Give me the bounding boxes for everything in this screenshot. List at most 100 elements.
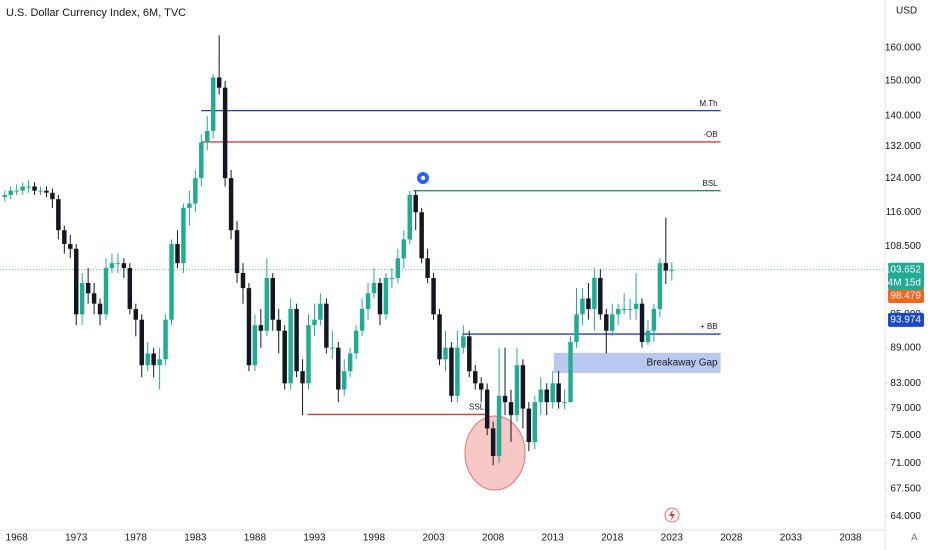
y-tick-label: 67.500 <box>890 484 921 495</box>
price-marker-label: 93.974 <box>890 315 921 326</box>
candle-body <box>550 383 555 403</box>
x-tick-label: 1968 <box>6 533 29 544</box>
candle-body <box>562 402 567 404</box>
candle-body <box>216 77 222 88</box>
y-tick-label: 108.500 <box>885 241 922 252</box>
candle-body <box>407 194 412 240</box>
candle-body <box>210 77 216 131</box>
candle-body <box>336 347 341 390</box>
candle-body <box>467 336 472 372</box>
candle-body <box>2 194 7 198</box>
y-tick-label: 160.000 <box>885 42 922 53</box>
x-tick-label: 2008 <box>482 533 505 544</box>
candle-body <box>544 389 549 403</box>
candle-body <box>383 277 389 315</box>
level-label: -OB <box>703 130 717 139</box>
candle-body <box>175 244 180 264</box>
candle-body <box>169 244 174 320</box>
candle-body <box>484 389 490 429</box>
candle-body <box>187 203 192 208</box>
currency-label: USD <box>896 6 917 17</box>
candle-body <box>431 277 436 315</box>
candle-body <box>574 314 579 342</box>
candle-body <box>538 389 544 403</box>
candle-body <box>419 212 424 259</box>
chart-title: U.S. Dollar Currency Index, 6M, TVC <box>6 7 186 19</box>
x-tick-label: 2033 <box>780 533 803 544</box>
zone-label: Breakaway Gap <box>646 358 718 369</box>
candle-body <box>56 199 61 231</box>
candle-body <box>199 142 204 179</box>
price-marker <box>888 312 924 327</box>
candle-body <box>359 308 365 331</box>
candle-body <box>133 308 139 320</box>
eye-icon[interactable] <box>417 172 429 184</box>
candle-body <box>44 190 49 193</box>
candle-body <box>306 325 311 384</box>
last-price-label: 103.652 <box>885 264 922 275</box>
candle-body <box>252 325 258 366</box>
candle-body <box>234 230 240 273</box>
level-label: M.Th <box>699 99 717 108</box>
candle-body <box>532 402 538 443</box>
candle-body <box>586 298 591 309</box>
candle-body <box>330 347 335 349</box>
candle-body <box>520 365 526 409</box>
candle-body <box>103 268 109 315</box>
y-tick-label: 83.000 <box>890 378 921 389</box>
candle-body <box>324 303 329 348</box>
candle-body <box>526 408 532 443</box>
x-tick-label: 2013 <box>542 533 565 544</box>
candle-body <box>282 330 287 384</box>
candle-body <box>592 277 597 309</box>
x-tick-label: 2003 <box>422 533 445 544</box>
candle-body <box>568 341 573 403</box>
level-label: + BB <box>700 322 718 331</box>
candle-body <box>228 178 234 231</box>
candle-body <box>222 87 228 179</box>
candle-body <box>121 263 127 269</box>
scale-mode[interactable]: A <box>911 533 918 544</box>
candle-body <box>312 319 317 326</box>
candle-body <box>294 308 299 372</box>
x-tick-label: 2038 <box>839 533 862 544</box>
candle-body <box>621 308 627 310</box>
candle-body <box>633 303 639 309</box>
candle-body <box>157 359 162 366</box>
price-marker-label: 98.479 <box>890 291 921 302</box>
lightning-icon[interactable] <box>664 507 680 523</box>
last-price-marker <box>888 262 924 290</box>
x-tick-label: 1998 <box>363 533 386 544</box>
candle-body <box>240 272 246 289</box>
candle-body <box>8 190 13 195</box>
candle-body <box>377 283 383 315</box>
candle-body <box>68 244 73 249</box>
candle-body <box>318 303 323 320</box>
y-tick-label: 71.000 <box>890 458 921 469</box>
x-tick-label: 1983 <box>184 533 207 544</box>
candle-body <box>401 239 407 259</box>
candle-body <box>437 314 442 360</box>
candle-body <box>264 277 270 331</box>
candle-body <box>115 263 121 265</box>
candle-body <box>38 190 43 192</box>
candle-body <box>20 186 25 191</box>
candle-body <box>478 383 484 390</box>
candle-body <box>639 303 645 342</box>
candle-body <box>109 263 115 269</box>
candle-body <box>514 365 520 416</box>
candle-body <box>556 383 561 403</box>
candle-body <box>449 347 454 396</box>
candle-body <box>127 268 133 309</box>
candle-body <box>473 371 478 384</box>
candle-body <box>615 308 621 315</box>
candle-body <box>371 283 377 294</box>
y-tick-label: 140.000 <box>885 111 922 122</box>
candle-body <box>258 325 264 331</box>
x-tick-label: 2023 <box>661 533 684 544</box>
candle-body <box>91 293 97 304</box>
candle-body <box>502 395 508 403</box>
x-tick-label: 1973 <box>65 533 88 544</box>
